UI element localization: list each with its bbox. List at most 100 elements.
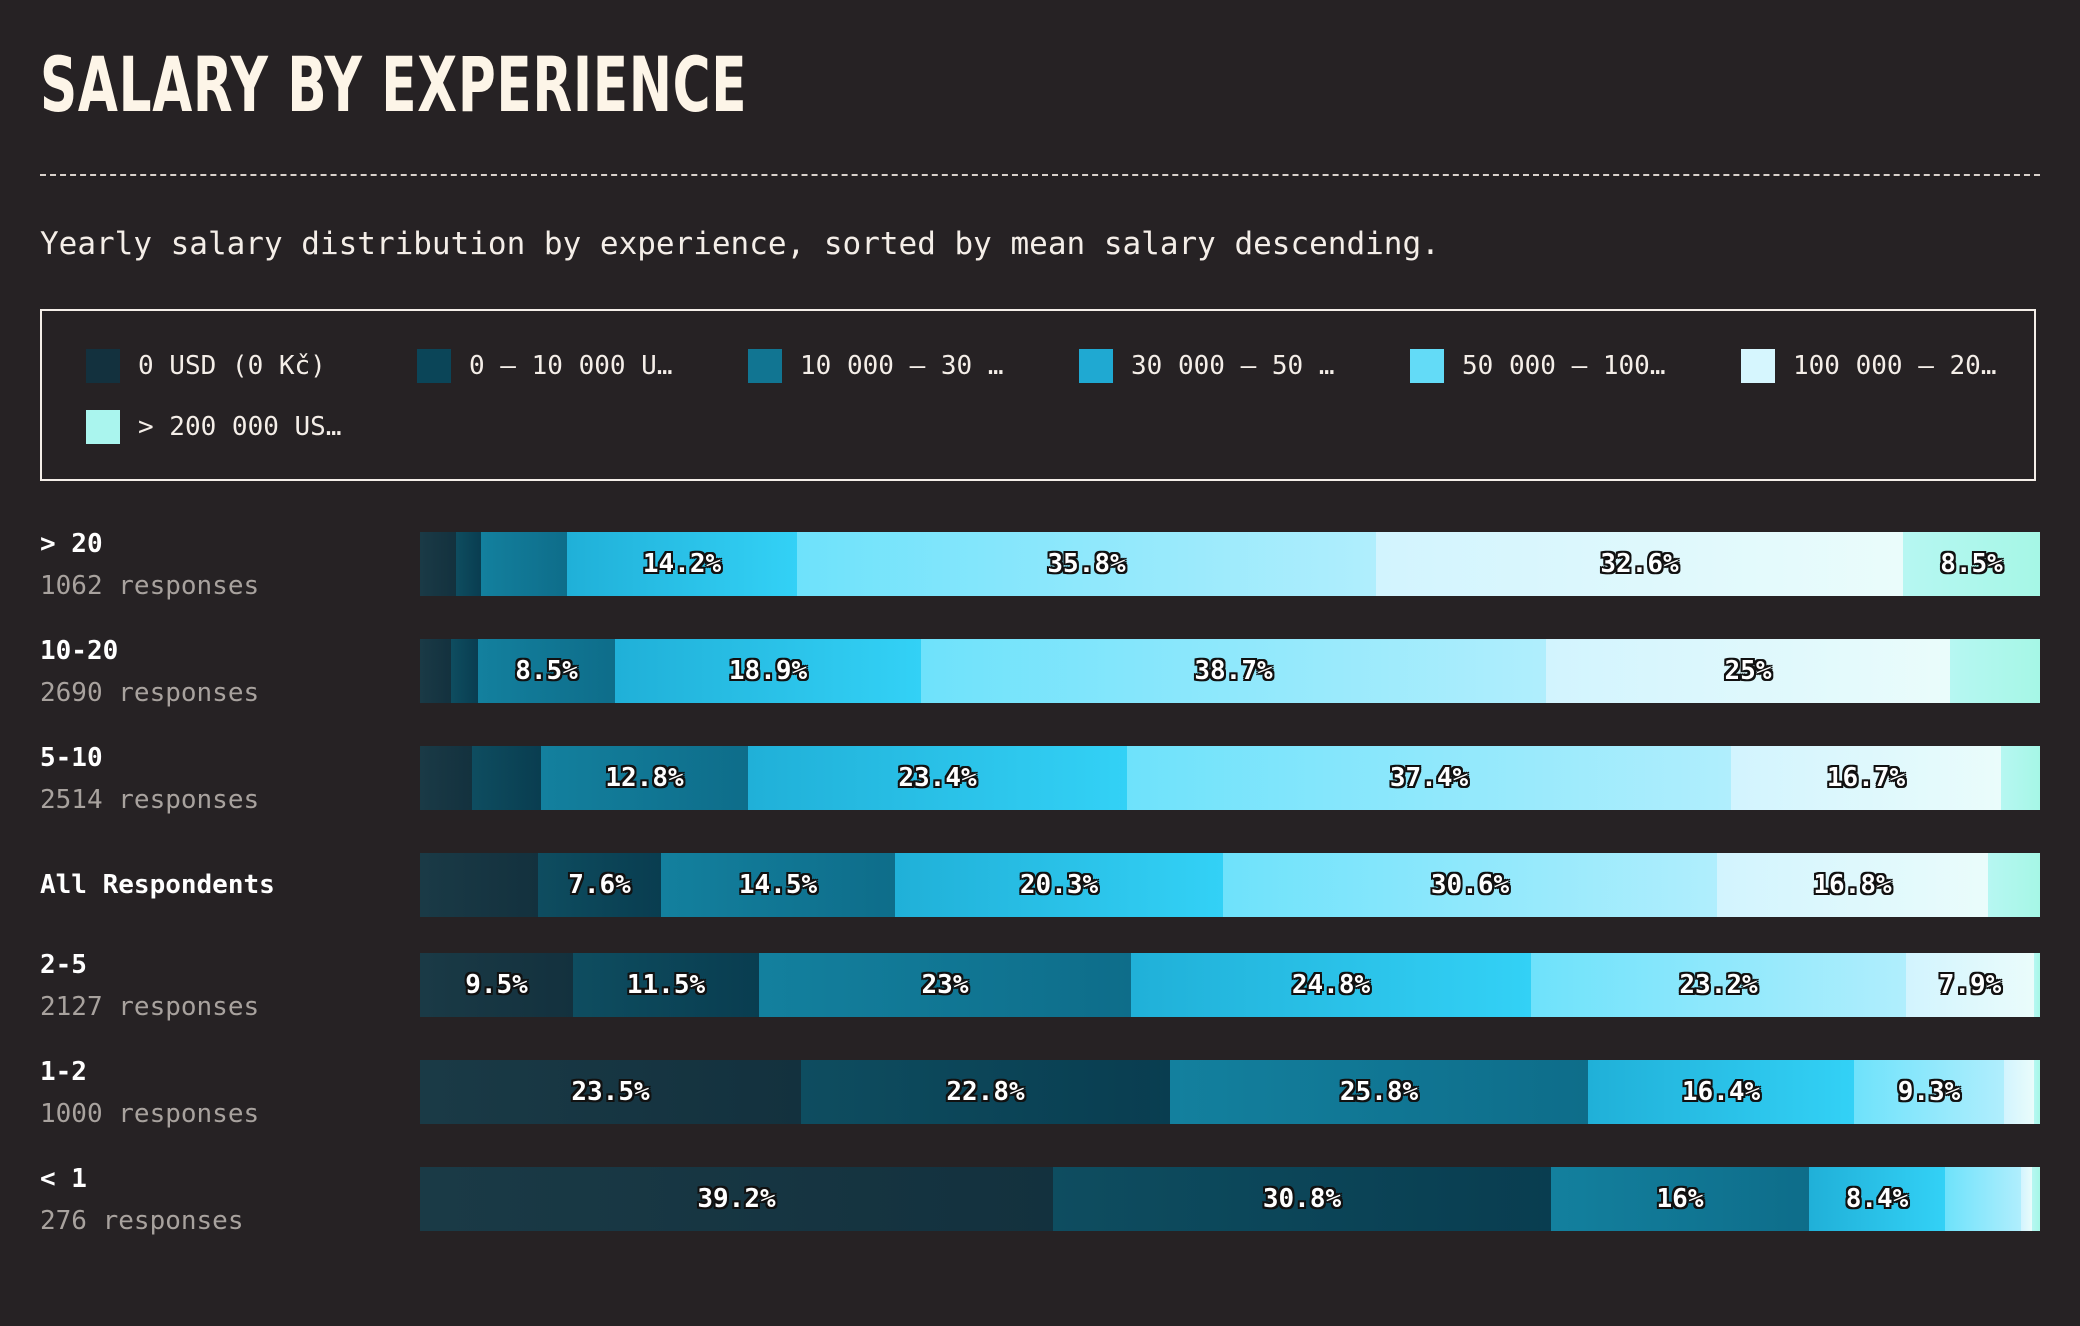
stacked-bar[interactable]: 9.5% 11.5% 23% 24.8% 23.2% 7.9%: [420, 953, 2040, 1017]
bar-segment[interactable]: [420, 532, 456, 596]
bar-segment[interactable]: 38.7%: [921, 639, 1546, 703]
bar-segment[interactable]: 16.7%: [1731, 746, 2001, 810]
segment-value-label: 23%: [921, 970, 969, 1000]
bar-segment[interactable]: 8.4%: [1809, 1167, 1945, 1231]
bar-segment[interactable]: 16%: [1551, 1167, 1809, 1231]
row-label: > 20 1062 responses: [40, 527, 259, 603]
bar-segment[interactable]: [2032, 1167, 2040, 1231]
segment-value-label: 24.8%: [1291, 970, 1371, 1000]
bar-segment[interactable]: 23.4%: [748, 746, 1127, 810]
legend-item[interactable]: 0 – 10 000 U…: [417, 349, 673, 383]
bar-segment[interactable]: 9.3%: [1854, 1060, 2004, 1124]
segment-value-label: 12.8%: [605, 763, 684, 793]
segment-value-label: 37.4%: [1389, 763, 1469, 793]
bar-segment[interactable]: [1950, 639, 2040, 703]
stacked-bar[interactable]: 12.8% 23.4% 37.4% 16.7%: [420, 746, 2040, 810]
bar-segment[interactable]: 23.2%: [1531, 953, 1906, 1017]
bar-segment[interactable]: 39.2%: [420, 1167, 1053, 1231]
bar-segment[interactable]: 14.2%: [567, 532, 797, 596]
bar-segment[interactable]: [481, 532, 567, 596]
bar-segment[interactable]: 8.5%: [1903, 532, 2040, 596]
legend: 0 USD (0 Kč) 0 – 10 000 U… 10 000 – 30 … 30…: [40, 309, 2036, 481]
bar-segment[interactable]: 14.5%: [661, 853, 895, 917]
segment-value-label: 30.8%: [1262, 1184, 1342, 1214]
bar-segment[interactable]: 18.9%: [615, 639, 921, 703]
bar-segment[interactable]: 30.8%: [1053, 1167, 1551, 1231]
stacked-bar[interactable]: 14.2% 35.8% 32.6% 8.5%: [420, 532, 2040, 596]
bar-segment[interactable]: 22.8%: [801, 1060, 1170, 1124]
bar-segment[interactable]: [2004, 1060, 2034, 1124]
bar-segment[interactable]: 11.5%: [573, 953, 759, 1017]
bar-segment[interactable]: 16.8%: [1717, 853, 1988, 917]
category-label: < 1: [40, 1164, 87, 1194]
segment-value-label: 16.4%: [1681, 1077, 1761, 1107]
legend-item[interactable]: 30 000 – 50 …: [1079, 349, 1335, 383]
bar-segment[interactable]: [1988, 853, 2040, 917]
legend-swatch-icon: [748, 349, 782, 383]
stacked-bar[interactable]: 7.6% 14.5% 20.3% 30.6% 16.8%: [420, 853, 2040, 917]
bar-segment[interactable]: 35.8%: [797, 532, 1376, 596]
segment-value-label: 16.8%: [1813, 870, 1892, 900]
legend-item[interactable]: 0 USD (0 Kč): [86, 349, 326, 383]
legend-label: 0 USD (0 Kč): [138, 351, 326, 381]
legend-label: 0 – 10 000 U…: [469, 351, 673, 381]
legend-swatch-icon: [1741, 349, 1775, 383]
legend-swatch-icon: [1079, 349, 1113, 383]
segment-value-label: 39.2%: [697, 1184, 776, 1214]
legend-label: 10 000 – 30 …: [800, 351, 1004, 381]
row-label: 5-10 2514 responses: [40, 741, 259, 817]
stacked-bar[interactable]: 39.2% 30.8% 16% 8.4%: [420, 1167, 2040, 1231]
row-label: 1-2 1000 responses: [40, 1055, 259, 1131]
bar-segment[interactable]: [2001, 746, 2040, 810]
bar-segment[interactable]: 23.5%: [420, 1060, 801, 1124]
segment-value-label: 30.6%: [1430, 870, 1510, 900]
bar-segment[interactable]: [451, 639, 478, 703]
segment-value-label: 14.2%: [642, 549, 722, 579]
bar-segment[interactable]: 24.8%: [1131, 953, 1531, 1017]
legend-label: 30 000 – 50 …: [1131, 351, 1335, 381]
bar-segment[interactable]: [2034, 953, 2040, 1017]
legend-item[interactable]: 100 000 – 20…: [1741, 349, 1997, 383]
bar-segment[interactable]: 7.9%: [1906, 953, 2034, 1017]
response-count: 2514 responses: [40, 785, 260, 815]
bar-segment[interactable]: [420, 853, 538, 917]
bar-segment[interactable]: 37.4%: [1127, 746, 1731, 810]
bar-segment[interactable]: [1945, 1167, 2021, 1231]
legend-label: 50 000 – 100…: [1462, 351, 1666, 381]
legend-swatch-icon: [86, 410, 120, 444]
bar-segment[interactable]: 20.3%: [895, 853, 1223, 917]
bar-segment[interactable]: 25%: [1546, 639, 1950, 703]
bar-segment[interactable]: [472, 746, 541, 810]
stacked-bar[interactable]: 23.5% 22.8% 25.8% 16.4% 9.3%: [420, 1060, 2040, 1124]
legend-item[interactable]: 10 000 – 30 …: [748, 349, 1004, 383]
row-label: < 1 276 responses: [40, 1162, 244, 1238]
segment-value-label: 9.5%: [465, 970, 528, 1000]
segment-value-label: 7.9%: [1938, 970, 2002, 1000]
bar-segment[interactable]: [2034, 1060, 2040, 1124]
bar-segment[interactable]: [456, 532, 481, 596]
bar-segment[interactable]: 12.8%: [541, 746, 748, 810]
segment-value-label: 38.7%: [1194, 656, 1273, 686]
bar-segment[interactable]: [2021, 1167, 2032, 1231]
segment-value-label: 25%: [1724, 656, 1772, 686]
stacked-bar[interactable]: 8.5% 18.9% 38.7% 25%: [420, 639, 2040, 703]
bar-segment[interactable]: 16.4%: [1588, 1060, 1854, 1124]
bar-segment[interactable]: 30.6%: [1223, 853, 1717, 917]
bar-segment[interactable]: 25.8%: [1170, 1060, 1588, 1124]
bar-segment[interactable]: 32.6%: [1376, 532, 1903, 596]
bar-segment[interactable]: 23%: [759, 953, 1131, 1017]
response-count: 2127 responses: [40, 992, 260, 1022]
legend-item[interactable]: 50 000 – 100…: [1410, 349, 1666, 383]
segment-value-label: 8.4%: [1845, 1184, 1909, 1214]
segment-value-label: 20.3%: [1019, 870, 1099, 900]
response-count: 2690 responses: [40, 678, 260, 708]
segment-value-label: 8.5%: [1940, 549, 2003, 579]
bar-segment[interactable]: 8.5%: [478, 639, 615, 703]
segment-value-label: 22.8%: [946, 1077, 1025, 1107]
bar-segment[interactable]: [420, 746, 472, 810]
bar-segment[interactable]: 9.5%: [420, 953, 573, 1017]
page-title: SALARY BY EXPERIENCE: [40, 40, 748, 129]
bar-segment[interactable]: [420, 639, 451, 703]
legend-item[interactable]: > 200 000 US…: [86, 410, 342, 444]
bar-segment[interactable]: 7.6%: [538, 853, 661, 917]
